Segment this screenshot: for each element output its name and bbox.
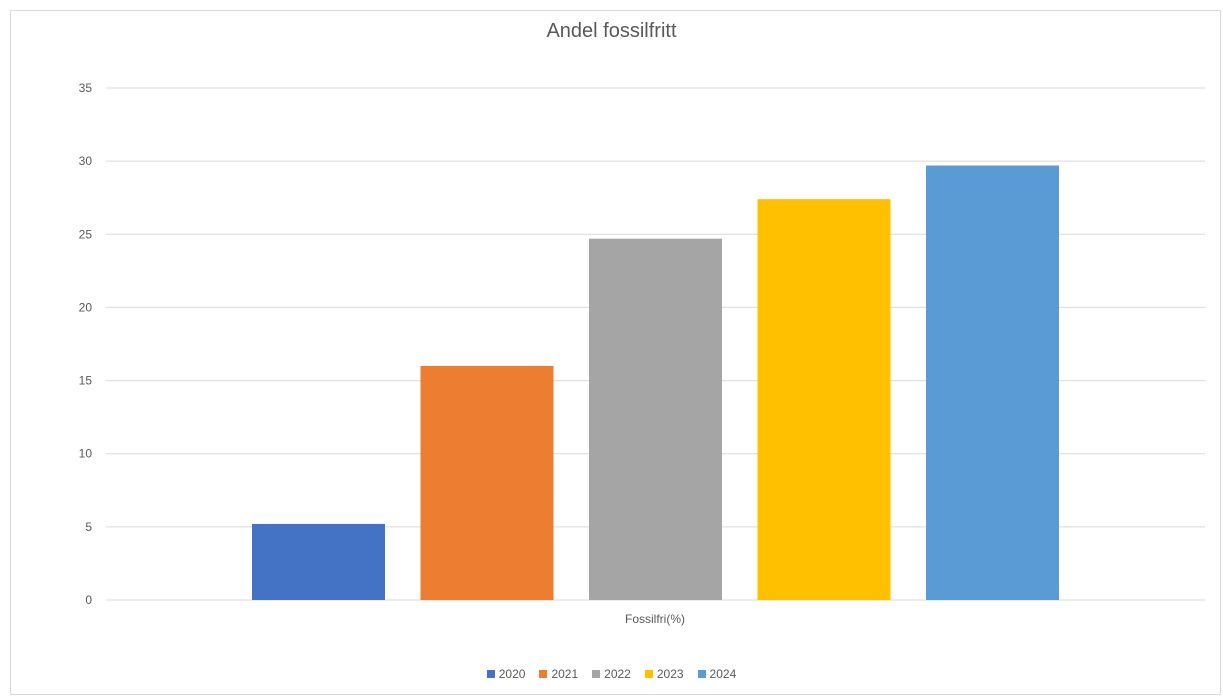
legend-label: 2022 xyxy=(604,667,631,681)
y-tick-label: 20 xyxy=(79,300,93,314)
legend-label: 2023 xyxy=(656,667,684,681)
legend: 2020 2021 2022 2023 2024 xyxy=(0,667,1223,681)
y-tick-label: 10 xyxy=(79,447,93,461)
legend-label: 2020 xyxy=(498,667,526,681)
y-tick-label: 30 xyxy=(79,154,93,168)
legend-swatch xyxy=(592,670,601,678)
x-category-label: Fossilfri(%) xyxy=(625,612,685,626)
legend-item-2020: 2020 xyxy=(486,667,526,681)
legend-item-2021: 2021 xyxy=(539,667,578,681)
legend-item-2023: 2023 xyxy=(644,667,684,681)
y-tick-label: 25 xyxy=(79,227,93,241)
y-tick-label: 35 xyxy=(79,81,93,95)
legend-item-2022: 2022 xyxy=(592,667,631,681)
bar-2020 xyxy=(252,523,385,600)
legend-item-2024: 2024 xyxy=(697,667,737,681)
y-tick-label: 5 xyxy=(85,520,92,534)
legend-swatch xyxy=(486,670,495,678)
bar-2021 xyxy=(420,365,554,600)
chart-title: Andel fossilfritt xyxy=(546,20,677,42)
bar-2023 xyxy=(757,199,891,601)
bar-2022 xyxy=(589,238,722,600)
y-tick-label: 15 xyxy=(79,374,93,388)
bar-2024 xyxy=(926,165,1059,600)
legend-swatch xyxy=(697,670,706,678)
legend-swatch xyxy=(644,670,653,678)
legend-swatch xyxy=(539,670,548,678)
legend-label: 2021 xyxy=(551,667,579,681)
legend-label: 2024 xyxy=(709,667,737,681)
y-tick-label: 0 xyxy=(85,593,92,607)
